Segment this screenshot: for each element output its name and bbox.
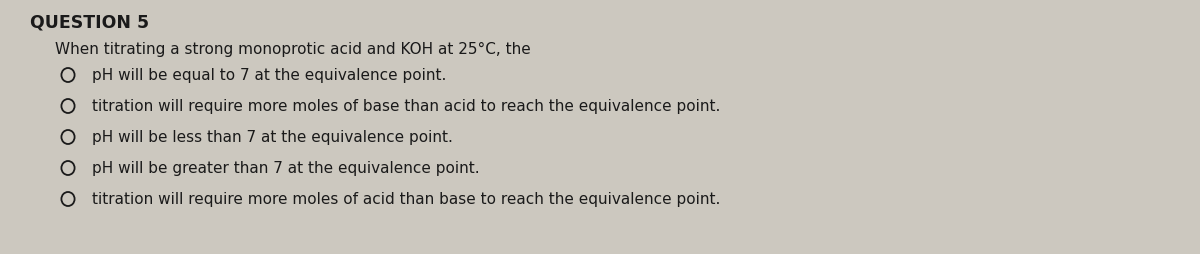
Text: pH will be less than 7 at the equivalence point.: pH will be less than 7 at the equivalenc… — [92, 130, 452, 145]
Text: pH will be greater than 7 at the equivalence point.: pH will be greater than 7 at the equival… — [92, 160, 480, 175]
Text: When titrating a strong monoprotic acid and KOH at 25°C, the: When titrating a strong monoprotic acid … — [55, 42, 530, 57]
Text: pH will be equal to 7 at the equivalence point.: pH will be equal to 7 at the equivalence… — [92, 68, 446, 83]
Text: QUESTION 5: QUESTION 5 — [30, 14, 149, 32]
Text: titration will require more moles of base than acid to reach the equivalence poi: titration will require more moles of bas… — [92, 99, 720, 114]
Text: titration will require more moles of acid than base to reach the equivalence poi: titration will require more moles of aci… — [92, 191, 720, 206]
